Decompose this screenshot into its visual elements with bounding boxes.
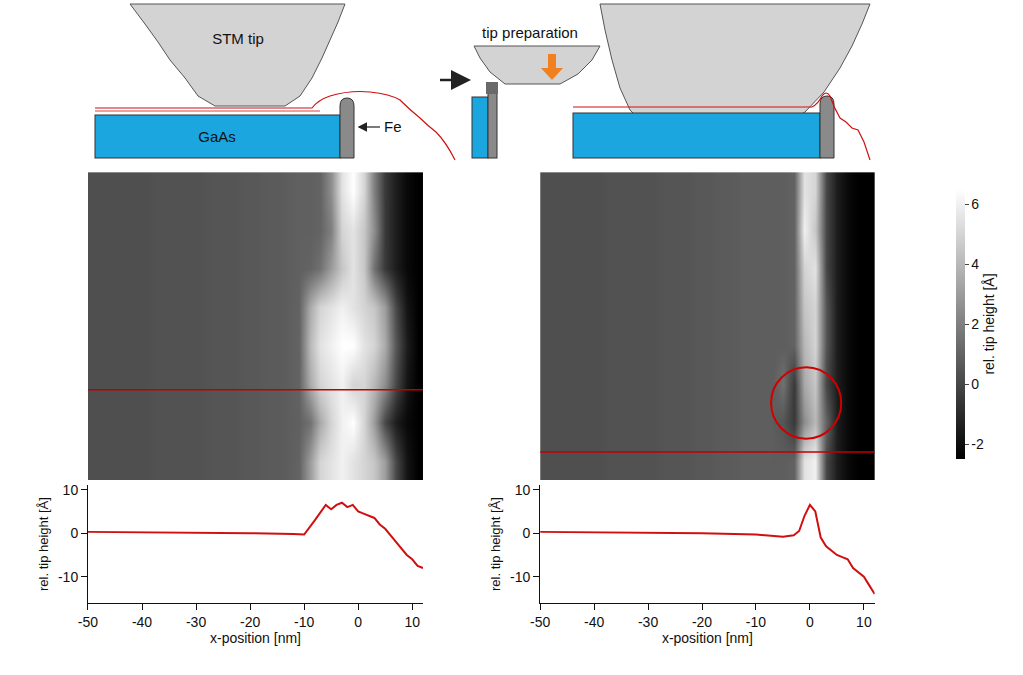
svg-text:rel. tip height [Å]: rel. tip height [Å] bbox=[488, 497, 503, 591]
svg-text:-2: -2 bbox=[971, 436, 984, 452]
svg-text:0: 0 bbox=[70, 525, 78, 541]
svg-text:10: 10 bbox=[856, 614, 872, 630]
svg-text:-40: -40 bbox=[584, 614, 604, 630]
svg-text:GaAs: GaAs bbox=[198, 128, 236, 145]
svg-text:4: 4 bbox=[971, 256, 979, 272]
svg-text:x-position [nm]: x-position [nm] bbox=[210, 630, 301, 646]
svg-text:10: 10 bbox=[515, 482, 531, 498]
svg-text:10: 10 bbox=[63, 482, 79, 498]
svg-text:-20: -20 bbox=[692, 614, 712, 630]
svg-text:10: 10 bbox=[404, 614, 420, 630]
svg-text:rel. tip height [Å]: rel. tip height [Å] bbox=[981, 273, 997, 374]
svg-text:2: 2 bbox=[971, 316, 979, 332]
svg-text:0: 0 bbox=[523, 525, 531, 541]
svg-text:-30: -30 bbox=[186, 614, 206, 630]
svg-text:0: 0 bbox=[971, 376, 979, 392]
svg-text:-10: -10 bbox=[746, 614, 766, 630]
svg-text:6: 6 bbox=[971, 196, 979, 212]
svg-text:-50: -50 bbox=[530, 614, 550, 630]
svg-text:Fe: Fe bbox=[384, 118, 402, 135]
svg-text:tip preparation: tip preparation bbox=[482, 24, 578, 41]
svg-text:rel. tip height [Å]: rel. tip height [Å] bbox=[36, 497, 51, 591]
svg-text:-30: -30 bbox=[638, 614, 658, 630]
svg-text:-10: -10 bbox=[294, 614, 314, 630]
svg-text:-40: -40 bbox=[132, 614, 152, 630]
svg-text:-10: -10 bbox=[58, 569, 78, 585]
svg-text:STM tip: STM tip bbox=[212, 30, 264, 47]
svg-text:-20: -20 bbox=[240, 614, 260, 630]
svg-text:0: 0 bbox=[354, 614, 362, 630]
svg-text:-10: -10 bbox=[510, 569, 530, 585]
svg-text:-50: -50 bbox=[78, 614, 98, 630]
svg-text:x-position [nm]: x-position [nm] bbox=[662, 630, 753, 646]
svg-text:0: 0 bbox=[806, 614, 814, 630]
